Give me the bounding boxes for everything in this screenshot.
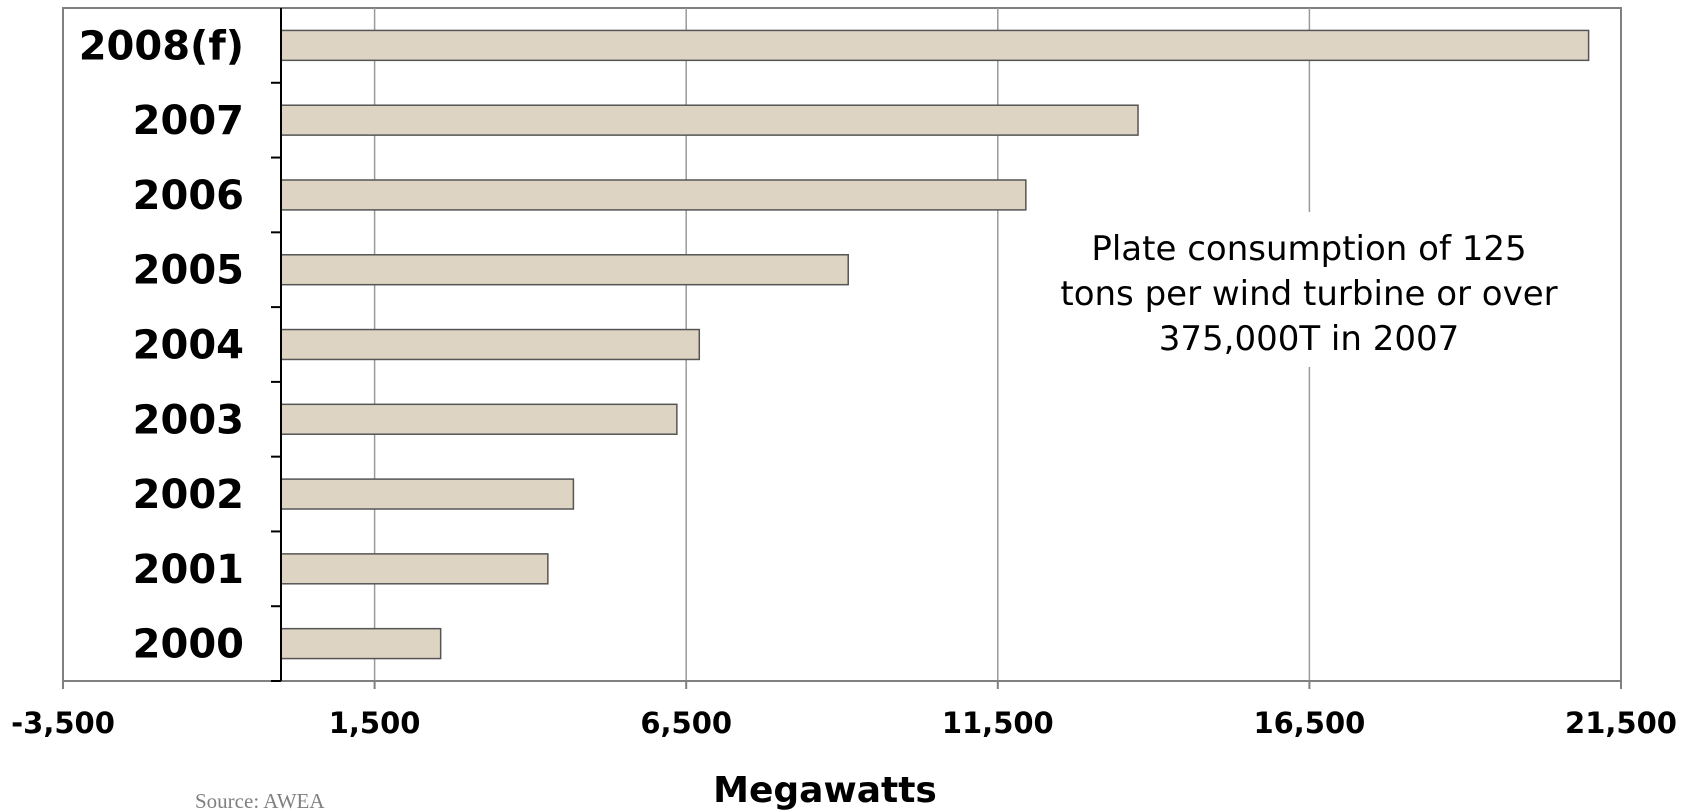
bar-2000	[280, 627, 442, 660]
x-tick-label: 1,500	[329, 706, 421, 740]
bar-2007	[280, 104, 1139, 136]
x-axis-title: Megawatts	[713, 770, 937, 811]
bar-2008f	[280, 29, 1590, 62]
annotation-line-1: Plate consumption of 125	[1091, 229, 1526, 269]
x-tick-label: -3,500	[11, 706, 115, 740]
bar-2001	[280, 553, 549, 585]
bar-2004	[280, 328, 701, 361]
annotation-line-3: 375,000T in 2007	[1159, 319, 1460, 359]
x-tick-label: 6,500	[640, 706, 732, 740]
category-label: 2000	[133, 622, 244, 668]
category-label: 2001	[133, 547, 244, 593]
category-label: 2006	[133, 173, 244, 219]
x-tick-labels: -3,500 1,500 6,500 11,500 16,500 21,500	[11, 706, 1677, 740]
category-label: 2004	[133, 323, 244, 369]
bar-2003	[280, 403, 678, 435]
bar-2005	[280, 254, 849, 286]
bar-2002	[280, 478, 575, 510]
category-label: 2005	[133, 248, 244, 294]
category-label: 2002	[133, 472, 244, 518]
annotation-line-2: tons per wind turbine or over	[1060, 274, 1557, 314]
x-tick-label: 21,500	[1565, 706, 1677, 740]
bars	[280, 29, 1590, 660]
x-tick-label: 16,500	[1253, 706, 1365, 740]
annotation: Plate consumption of 125 tons per wind t…	[1050, 212, 1570, 367]
category-label: 2003	[133, 397, 244, 443]
category-label: 2008(f)	[79, 23, 244, 69]
category-label: 2007	[133, 98, 244, 144]
annotation-background	[1050, 212, 1570, 367]
category-labels: 2008(f) 2007 2006 2005 2004 2003 2002 2001 2000	[79, 23, 244, 667]
source-note: Source: AWEA	[195, 789, 325, 812]
bar-2006	[280, 179, 1027, 211]
x-tick-label: 11,500	[942, 706, 1054, 740]
axes	[62, 8, 1622, 689]
